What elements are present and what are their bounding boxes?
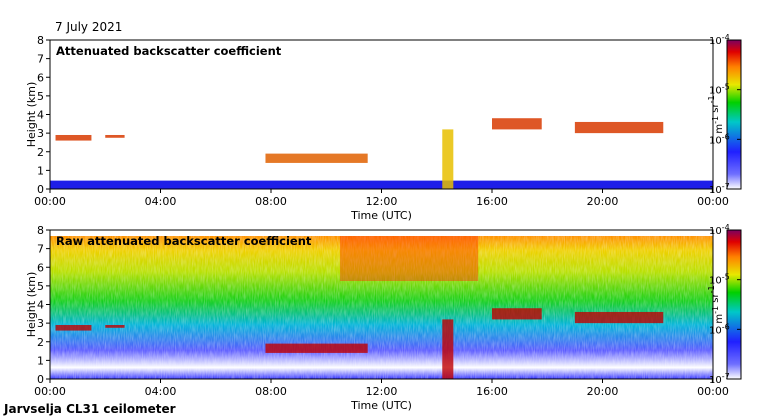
cloud-layer-1 bbox=[55, 134, 92, 141]
x-tick-label: 04:00 bbox=[145, 195, 177, 208]
boundary-layer-0 bbox=[50, 180, 713, 189]
colorbar-tick-label: 10-5 bbox=[709, 273, 730, 287]
raw-feature-1 bbox=[105, 324, 125, 328]
x-tick-label: 12:00 bbox=[366, 385, 398, 398]
y-tick-label: 1 bbox=[37, 354, 44, 367]
colorbar-tick-label: 10-5 bbox=[709, 83, 730, 97]
cloud-layer-4 bbox=[492, 118, 542, 130]
precipitation-6 bbox=[442, 129, 454, 189]
y-tick-label: 6 bbox=[37, 71, 44, 84]
colorbar-tick-label: 10-6 bbox=[709, 322, 730, 336]
y-tick-label: 3 bbox=[37, 127, 44, 140]
colorbar-tick-label: 10-6 bbox=[709, 132, 730, 146]
colorbar bbox=[726, 229, 742, 380]
x-axis-label: Time (UTC) bbox=[350, 209, 412, 222]
x-tick-label: 12:00 bbox=[366, 195, 398, 208]
colorbar-label: m-1 sr-1 bbox=[707, 95, 725, 133]
y-tick-label: 6 bbox=[37, 261, 44, 274]
cloud-layer-2 bbox=[105, 134, 125, 138]
raw-feature-5 bbox=[442, 319, 454, 379]
raw-feature-0 bbox=[55, 324, 92, 331]
colorbar bbox=[726, 39, 742, 190]
x-tick-label: 20:00 bbox=[587, 385, 619, 398]
colorbar-tick-label: 10-4 bbox=[709, 223, 730, 237]
y-tick-label: 4 bbox=[37, 109, 44, 122]
instrument-label: Jarvselja CL31 ceilometer bbox=[4, 402, 176, 416]
y-tick-label: 5 bbox=[37, 90, 44, 103]
x-tick-label: 00:00 bbox=[34, 385, 66, 398]
x-axis-label: Time (UTC) bbox=[350, 399, 412, 412]
y-tick-label: 1 bbox=[37, 164, 44, 177]
raw-feature-4 bbox=[574, 311, 664, 324]
raw-feature-3 bbox=[492, 308, 542, 320]
y-tick-label: 7 bbox=[37, 53, 44, 66]
panel-2: 0 1 2 3 4 5 6 7 8 00:00 04:00 08:00 12:00 16:00 20:00 0… bbox=[25, 223, 742, 412]
panel-title: Attenuated backscatter coefficient bbox=[56, 44, 282, 58]
panel-1: 0 1 2 3 4 5 6 7 8 00:00 04:00 08:00 12:00 16:00 20:00 0… bbox=[25, 33, 742, 222]
y-tick-label: 4 bbox=[37, 299, 44, 312]
x-tick-label: 08:00 bbox=[255, 385, 287, 398]
x-tick-label: 00:00 bbox=[34, 195, 66, 208]
panel-title: Raw attenuated backscatter coefficient bbox=[56, 234, 312, 248]
colorbar-tick-label: 10-4 bbox=[709, 33, 730, 47]
x-tick-label: 04:00 bbox=[145, 385, 177, 398]
y-tick-label: 0 bbox=[37, 183, 44, 196]
x-tick-label: 00:00 bbox=[697, 385, 729, 398]
high-noise-region bbox=[340, 236, 479, 281]
plot-area bbox=[50, 40, 713, 189]
y-tick-label: 2 bbox=[37, 146, 44, 159]
y-axis-label: Height (km) bbox=[25, 82, 38, 148]
colorbar-label: m-1 sr-1 bbox=[707, 285, 725, 323]
y-tick-label: 3 bbox=[37, 317, 44, 330]
y-tick-label: 8 bbox=[37, 224, 44, 237]
x-tick-label: 16:00 bbox=[476, 385, 508, 398]
cloud-layer-5 bbox=[574, 121, 664, 134]
y-tick-label: 2 bbox=[37, 336, 44, 349]
y-tick-label: 5 bbox=[37, 280, 44, 293]
raw-noise-overlay bbox=[50, 236, 713, 379]
x-tick-label: 08:00 bbox=[255, 195, 287, 208]
y-tick-label: 0 bbox=[37, 373, 44, 386]
x-tick-label: 16:00 bbox=[476, 195, 508, 208]
x-tick-label: 00:00 bbox=[697, 195, 729, 208]
date-label: 7 July 2021 bbox=[55, 20, 123, 34]
colorbar-tick-label: 10-7 bbox=[709, 372, 730, 386]
x-tick-label: 20:00 bbox=[587, 195, 619, 208]
y-tick-label: 8 bbox=[37, 34, 44, 47]
cloud-layer-3 bbox=[265, 153, 368, 163]
y-tick-label: 7 bbox=[37, 243, 44, 256]
raw-feature-2 bbox=[265, 343, 368, 353]
y-axis-label: Height (km) bbox=[25, 272, 38, 338]
colorbar-tick-label: 10-7 bbox=[709, 182, 730, 196]
